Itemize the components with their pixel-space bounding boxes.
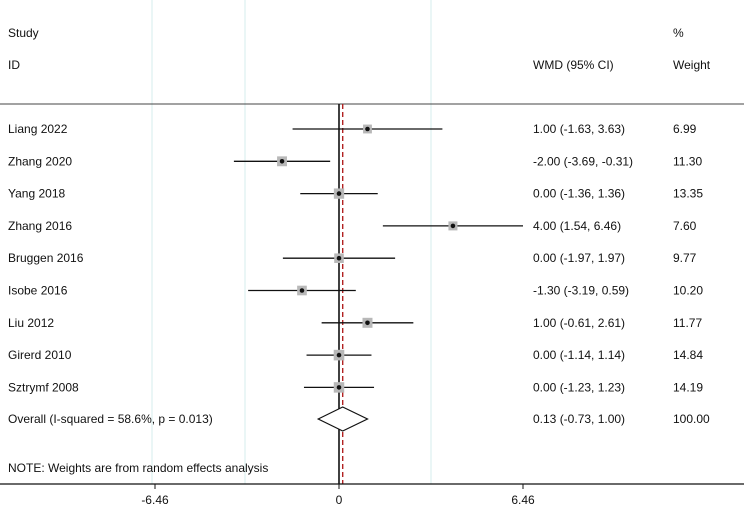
weight-text: 14.19: [673, 380, 703, 394]
header-id: ID: [8, 58, 20, 72]
ci-text: 1.00 (-0.61, 2.61): [533, 316, 625, 330]
header-weight: Weight: [673, 58, 711, 72]
study-label: Girerd 2010: [8, 348, 72, 362]
weight-text: 11.30: [673, 154, 702, 168]
ci-text: -1.30 (-3.19, 0.59): [533, 284, 629, 298]
table-header: Study ID WMD (95% CI) % Weight: [8, 26, 711, 72]
point-estimate: [365, 320, 370, 326]
x-tick-label: 6.46: [511, 493, 535, 505]
ci-text: -2.00 (-3.69, -0.31): [533, 154, 633, 168]
x-tick-label: 0: [336, 493, 343, 505]
study-label: Liu 2012: [8, 316, 54, 330]
ci-text: 0.00 (-1.14, 1.14): [533, 348, 625, 362]
weight-text: 7.60: [673, 219, 697, 233]
weight-text: 9.77: [673, 251, 697, 265]
study-label: Yang 2018: [8, 187, 65, 201]
study-label: Zhang 2016: [8, 219, 72, 233]
study-label: Isobe 2016: [8, 284, 68, 298]
study-row: Bruggen 2016 0.00 (-1.97, 1.97) 9.77: [8, 251, 697, 265]
point-estimate: [279, 159, 285, 164]
weight-text: 6.99: [673, 122, 697, 136]
study-label: Zhang 2020: [8, 154, 72, 168]
point-estimate: [336, 352, 342, 358]
header-study: Study: [8, 26, 39, 40]
study-row: Girerd 2010 0.00 (-1.14, 1.14) 14.84: [8, 348, 703, 362]
study-label: Sztrymf 2008: [8, 380, 79, 394]
ci-text: 1.00 (-1.63, 3.63): [533, 122, 625, 136]
overall-diamond: [316, 406, 369, 432]
ci-text: 0.00 (-1.97, 1.97): [533, 251, 625, 265]
point-estimate: [336, 255, 342, 261]
overall-row: Overall (I-squared = 58.6%, p = 0.013) 0.…: [8, 406, 710, 432]
header-effect: WMD (95% CI): [533, 58, 614, 72]
study-label: Liang 2022: [8, 122, 68, 136]
x-tick-label: -6.46: [141, 493, 169, 505]
point-estimate: [450, 223, 456, 229]
study-row: Yang 2018 0.00 (-1.36, 1.36) 13.35: [8, 187, 703, 201]
ci-text: 0.00 (-1.23, 1.23): [533, 380, 625, 394]
study-row: Liang 2022 1.00 (-1.63, 3.63) 6.99: [8, 122, 697, 136]
study-label: Bruggen 2016: [8, 251, 84, 265]
weight-text: 10.20: [673, 284, 703, 298]
overall-ci-text: 0.13 (-0.73, 1.00): [533, 412, 625, 426]
header-percent: %: [673, 26, 684, 40]
overall-weight-text: 100.00: [673, 412, 710, 426]
point-estimate: [336, 191, 342, 196]
study-row: Isobe 2016 -1.30 (-3.19, 0.59) 10.20: [8, 284, 703, 298]
overall-label: Overall (I-squared = 58.6%, p = 0.013): [8, 412, 213, 426]
point-estimate: [299, 288, 305, 293]
ci-text: 0.00 (-1.36, 1.36): [533, 187, 625, 201]
weight-text: 11.77: [673, 316, 702, 330]
note-text: NOTE: Weights are from random effects an…: [8, 461, 268, 475]
weight-text: 13.35: [673, 187, 703, 201]
study-row: Zhang 2016 4.00 (1.54, 6.46) 7.60: [8, 219, 697, 233]
point-estimate: [365, 126, 370, 132]
ci-text: 4.00 (1.54, 6.46): [533, 219, 621, 233]
study-rows: Liang 2022 1.00 (-1.63, 3.63) 6.99 Zhang 20…: [8, 122, 703, 394]
x-axis: -6.46 0 6.46: [0, 483, 744, 505]
study-row: Zhang 2020 -2.00 (-3.69, -0.31) 11.30: [8, 154, 702, 168]
study-row: Liu 2012 1.00 (-0.61, 2.61) 11.77: [8, 316, 702, 330]
weight-text: 14.84: [673, 348, 703, 362]
point-estimate: [336, 385, 342, 390]
study-row: Sztrymf 2008 0.00 (-1.23, 1.23) 14.19: [8, 380, 703, 394]
